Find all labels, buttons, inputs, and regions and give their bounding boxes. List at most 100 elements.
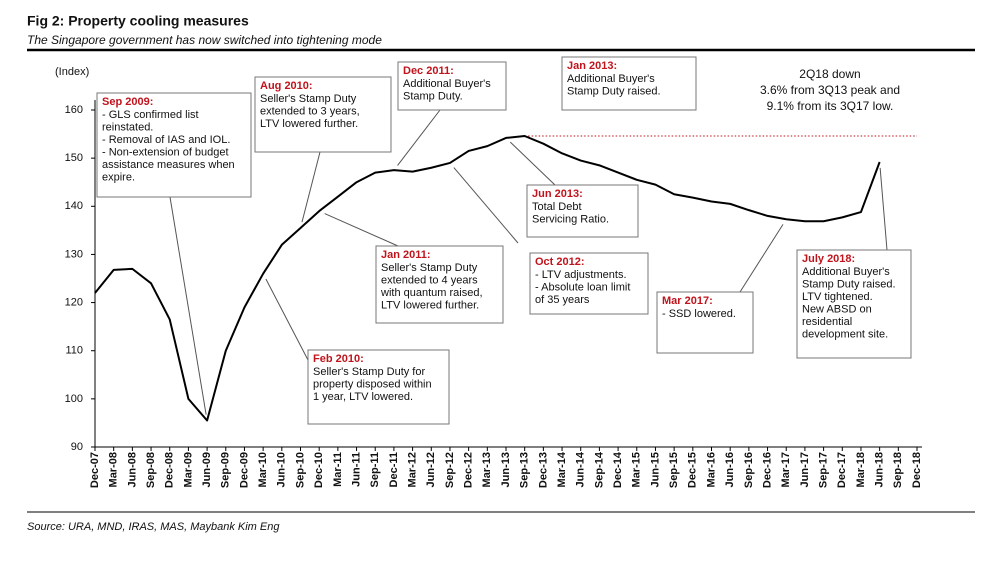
chart-title: Fig 2: Property cooling measures — [27, 13, 249, 29]
x-tick-label: Mar-11 — [332, 452, 344, 487]
annotation-pointer — [509, 141, 556, 186]
x-tick-label: Mar-10 — [257, 452, 269, 487]
x-tick-label: Sep-16 — [743, 452, 755, 488]
y-tick-label: 160 — [65, 104, 83, 116]
annotation-text: Additional Buyer's — [802, 266, 890, 278]
note-text: 3.6% from 3Q13 peak and — [760, 83, 900, 97]
annotation-title: July 2018: — [802, 253, 855, 265]
note-text: 9.1% from its 3Q17 low. — [767, 99, 894, 113]
annotation-text: - Absolute loan limit — [535, 281, 630, 293]
annotation-box — [397, 61, 507, 111]
annotation-box — [96, 92, 252, 198]
annotation-text: Stamp Duty raised. — [802, 278, 896, 290]
x-tick-label: Mar-17 — [780, 452, 792, 487]
x-tick-label: Sep-11 — [369, 452, 381, 487]
annotation-text: extended to 4 years — [381, 274, 478, 286]
annotation-title: Oct 2012: — [535, 256, 585, 268]
annotation-text: - GLS confirmed list — [102, 109, 199, 121]
chart-subtitle: The Singapore government has now switche… — [27, 33, 382, 47]
y-tick-label: 140 — [65, 200, 83, 212]
data-line — [94, 134, 881, 422]
x-tick-label: Mar-13 — [481, 452, 493, 487]
annotation-text: Seller's Stamp Duty — [381, 262, 478, 274]
x-tick-label: Sep-18 — [892, 452, 904, 488]
annotation-pointer — [169, 196, 207, 415]
y-tick-label: 100 — [65, 393, 83, 405]
x-tick-label: Mar-15 — [631, 452, 643, 487]
annotation-title: Mar 2017: — [662, 295, 713, 307]
annotation-pointer — [265, 278, 309, 361]
annotation-title: Aug 2010: — [260, 80, 313, 92]
x-tick-label: Jun-15 — [649, 452, 661, 487]
annotation-pointer — [453, 167, 519, 244]
x-tick-label: Jun-17 — [799, 452, 811, 487]
x-tick-label: Jun-10 — [276, 452, 288, 487]
annotation-text: assistance measures when — [102, 159, 235, 171]
x-tick-label: Mar-16 — [705, 452, 717, 487]
x-tick-label: Dec-14 — [612, 451, 624, 488]
x-tick-label: Dec-18 — [911, 452, 923, 488]
annotation-title: Jan 2013: — [567, 60, 617, 72]
annotation-text: - Removal of IAS and IOL. — [102, 134, 230, 146]
annotation-pointer — [397, 109, 441, 166]
annotation-text: Seller's Stamp Duty for — [313, 366, 425, 378]
annotation-text: Additional Buyer's — [567, 73, 655, 85]
x-tick-label: Mar-14 — [556, 451, 568, 487]
annotation-box — [375, 245, 504, 324]
x-tick-label: Dec-12 — [463, 452, 475, 488]
annotation-text: - SSD lowered. — [662, 308, 736, 320]
annotation-text: extended to 3 years, — [260, 105, 360, 117]
source: Source: URA, MND, IRAS, MAS, Maybank Kim… — [27, 521, 280, 533]
x-tick-label: Jun-08 — [126, 452, 138, 487]
annotation-text: development site. — [802, 328, 888, 340]
x-tick-label: Jun-13 — [500, 452, 512, 487]
annotation-text: New ABSD on — [802, 303, 872, 315]
annotation-box — [307, 349, 450, 425]
annotation-text: with quantum raised, — [380, 287, 483, 299]
x-tick-label: Sep-08 — [145, 452, 157, 488]
annotation-title: Jan 2011: — [381, 249, 431, 261]
note-text: 2Q18 down — [799, 67, 860, 81]
y-tick-label: 120 — [65, 296, 83, 308]
x-tick-label: Dec-07 — [89, 452, 101, 488]
annotation-text: of 35 years — [535, 294, 590, 306]
x-tick-label: Mar-12 — [406, 452, 418, 487]
annotation-text: 1 year, LTV lowered. — [313, 391, 413, 403]
x-tick-label: Sep-10 — [294, 452, 306, 488]
x-tick-label: Dec-11 — [388, 452, 400, 487]
annotation-text: reinstated. — [102, 121, 153, 133]
x-tick-label: Dec-16 — [761, 452, 773, 488]
annotation-title: Feb 2010: — [313, 353, 364, 365]
y-tick-label: 90 — [71, 441, 83, 453]
x-tick-label: Dec-15 — [687, 452, 699, 488]
x-tick-label: Mar-09 — [182, 452, 194, 487]
annotation-text: Stamp Duty raised. — [567, 85, 661, 97]
annotation-text: Servicing Ratio. — [532, 213, 609, 225]
annotation-box — [796, 249, 912, 359]
x-tick-label: Jun-18 — [874, 452, 886, 487]
annotation-text: expire. — [102, 171, 135, 183]
annotation-box — [529, 252, 649, 315]
annotation-box — [561, 56, 697, 111]
x-tick-label: Mar-08 — [108, 452, 120, 487]
annotation-title: Dec 2011: — [403, 65, 454, 77]
x-tick-label: Sep-13 — [519, 452, 531, 488]
x-tick-label: Sep-15 — [668, 452, 680, 488]
annotation-text: Stamp Duty. — [403, 90, 463, 102]
annotation-pointer — [739, 224, 784, 293]
x-tick-label: Sep-14 — [593, 451, 605, 488]
x-tick-label: Jun-12 — [425, 452, 437, 487]
annotation-pointer — [324, 213, 399, 247]
annotation-text: Additional Buyer's — [403, 78, 491, 90]
x-tick-label: Dec-09 — [238, 452, 250, 488]
annotation-text: - LTV adjustments. — [535, 269, 627, 281]
annotation-pointer — [879, 167, 888, 251]
x-tick-label: Sep-09 — [220, 452, 232, 488]
x-tick-label: Dec-10 — [313, 452, 325, 488]
x-tick-label: Sep-12 — [444, 452, 456, 488]
annotation-text: residential — [802, 316, 852, 328]
y-tick-label: 110 — [65, 345, 83, 357]
annotation-title: Jun 2013: — [532, 188, 583, 200]
annotation-text: Seller's Stamp Duty — [260, 93, 357, 105]
